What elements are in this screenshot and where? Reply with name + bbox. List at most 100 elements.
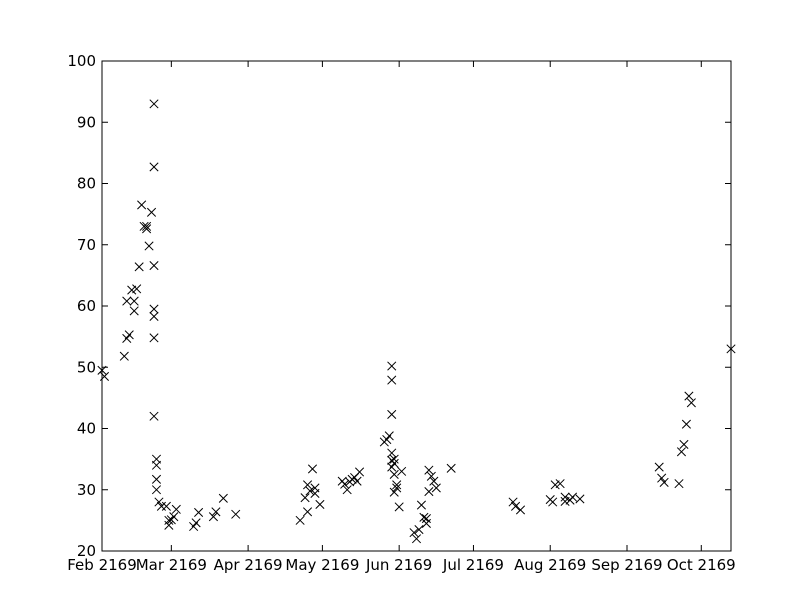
data-point — [191, 518, 201, 528]
data-point — [315, 499, 325, 510]
x-tick-label: Apr 2169 — [214, 556, 283, 574]
data-point — [409, 528, 419, 538]
data-point — [679, 439, 689, 449]
data-point — [659, 477, 669, 487]
data-point — [310, 488, 320, 498]
data-point — [654, 462, 664, 472]
data-point — [686, 398, 696, 408]
data-point — [149, 162, 159, 172]
x-tick-label: May 2169 — [285, 556, 359, 574]
y-tick-label: 20 — [77, 542, 96, 560]
data-point — [681, 419, 691, 429]
data-point — [676, 447, 687, 457]
data-point — [208, 512, 218, 522]
data-point — [231, 509, 241, 519]
data-point — [419, 512, 429, 522]
data-point — [511, 501, 521, 511]
data-point — [146, 207, 157, 217]
data-point — [149, 311, 159, 321]
y-tick-label: 90 — [77, 113, 96, 131]
data-point — [548, 497, 558, 507]
data-point — [555, 479, 565, 489]
data-point — [129, 296, 139, 306]
data-point — [151, 485, 162, 495]
data-point — [307, 464, 318, 474]
data-point — [392, 483, 402, 493]
data-point — [416, 500, 427, 510]
data-point — [657, 473, 667, 483]
data-point — [211, 507, 221, 517]
y-tick-label: 80 — [77, 175, 96, 193]
data-point — [194, 507, 204, 517]
data-point — [124, 330, 134, 340]
y-tick-label: 70 — [77, 236, 96, 254]
data-point — [151, 474, 162, 484]
data-point — [151, 460, 162, 470]
x-tick-label: Mar 2169 — [136, 556, 207, 574]
x-tick-label: Jul 2169 — [442, 556, 504, 574]
data-point — [122, 296, 132, 306]
data-point — [411, 534, 422, 544]
data-point — [394, 502, 404, 512]
data-point — [161, 501, 171, 511]
data-point — [389, 458, 399, 468]
plot-frame — [101, 60, 732, 552]
data-point — [389, 469, 399, 479]
data-point — [684, 391, 694, 401]
y-tick-label: 100 — [67, 52, 96, 70]
data-point — [149, 333, 159, 343]
data-point — [142, 221, 152, 231]
data-point — [305, 486, 315, 496]
data-point — [302, 507, 313, 517]
data-point — [149, 261, 159, 271]
data-point — [218, 493, 228, 503]
data-point — [300, 493, 310, 503]
x-tick-label: Oct 2169 — [667, 556, 736, 574]
data-point — [302, 480, 313, 490]
data-point — [389, 487, 399, 497]
data-point — [295, 515, 305, 525]
y-tick-label: 30 — [77, 481, 96, 499]
data-point — [154, 497, 164, 507]
data-point — [387, 375, 397, 385]
data-point — [508, 497, 518, 507]
data-point — [132, 284, 142, 294]
x-tick-label: Sep 2169 — [591, 556, 662, 574]
data-point — [392, 480, 402, 490]
data-point — [149, 99, 159, 109]
data-point — [397, 466, 407, 476]
x-tick-label: Feb 2169 — [67, 556, 137, 574]
y-tick-label: 40 — [77, 420, 96, 438]
data-point — [144, 241, 154, 251]
data-point — [169, 512, 179, 522]
data-point — [389, 454, 399, 464]
data-point — [387, 409, 397, 419]
data-point — [137, 200, 147, 210]
data-point — [134, 262, 144, 272]
data-point — [340, 479, 350, 489]
marks-layer — [97, 99, 736, 544]
data-point — [149, 411, 159, 421]
data-point — [575, 494, 585, 504]
data-point — [431, 483, 441, 493]
data-point — [352, 476, 362, 486]
data-point — [515, 505, 526, 515]
data-point — [414, 525, 424, 535]
data-point — [354, 467, 365, 477]
x-tick-label: Aug 2169 — [514, 556, 586, 574]
data-point — [674, 479, 684, 489]
data-point — [426, 471, 436, 481]
data-point — [421, 513, 431, 524]
data-point — [387, 361, 397, 371]
y-tick-label: 60 — [77, 297, 96, 315]
data-point — [142, 224, 152, 234]
data-point — [387, 448, 397, 458]
x-tick-label: Jun 2169 — [365, 556, 432, 574]
data-point — [129, 306, 139, 316]
data-point — [560, 492, 570, 502]
data-point — [342, 485, 352, 495]
data-point — [149, 304, 159, 314]
